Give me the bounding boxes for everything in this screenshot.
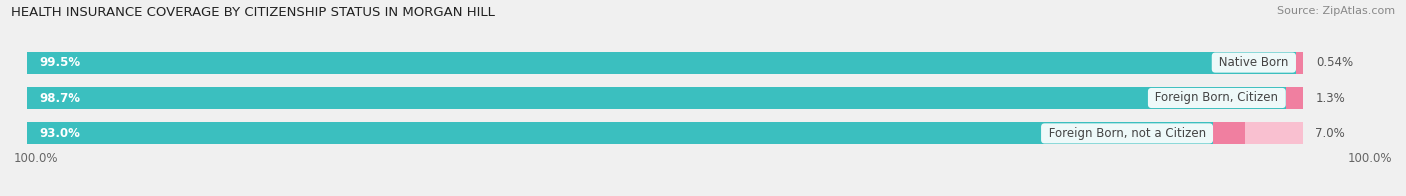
Text: Foreign Born, Citizen: Foreign Born, Citizen [1152,92,1282,104]
Text: 100.0%: 100.0% [14,152,59,165]
Bar [1213,122,1302,144]
Text: 7.0%: 7.0% [1316,127,1346,140]
Text: 99.5%: 99.5% [39,56,80,69]
Text: Foreign Born, not a Citizen: Foreign Born, not a Citizen [1045,127,1209,140]
Bar [1296,52,1303,74]
Bar [1286,87,1302,109]
Bar [1286,87,1302,109]
Bar [27,122,1302,144]
Text: 0.54%: 0.54% [1316,56,1353,69]
Text: 93.0%: 93.0% [39,127,80,140]
Text: 1.3%: 1.3% [1316,92,1346,104]
Bar [27,52,1296,74]
Bar [1296,52,1303,74]
Bar [27,87,1302,109]
Text: 98.7%: 98.7% [39,92,80,104]
Legend: With Coverage, Without Coverage: With Coverage, Without Coverage [579,193,827,196]
Text: Source: ZipAtlas.com: Source: ZipAtlas.com [1277,6,1395,16]
Bar [1213,122,1246,144]
Text: HEALTH INSURANCE COVERAGE BY CITIZENSHIP STATUS IN MORGAN HILL: HEALTH INSURANCE COVERAGE BY CITIZENSHIP… [11,6,495,19]
Bar [27,87,1286,109]
Bar [27,122,1213,144]
Text: 100.0%: 100.0% [1347,152,1392,165]
Bar [27,52,1302,74]
Text: Native Born: Native Born [1215,56,1292,69]
